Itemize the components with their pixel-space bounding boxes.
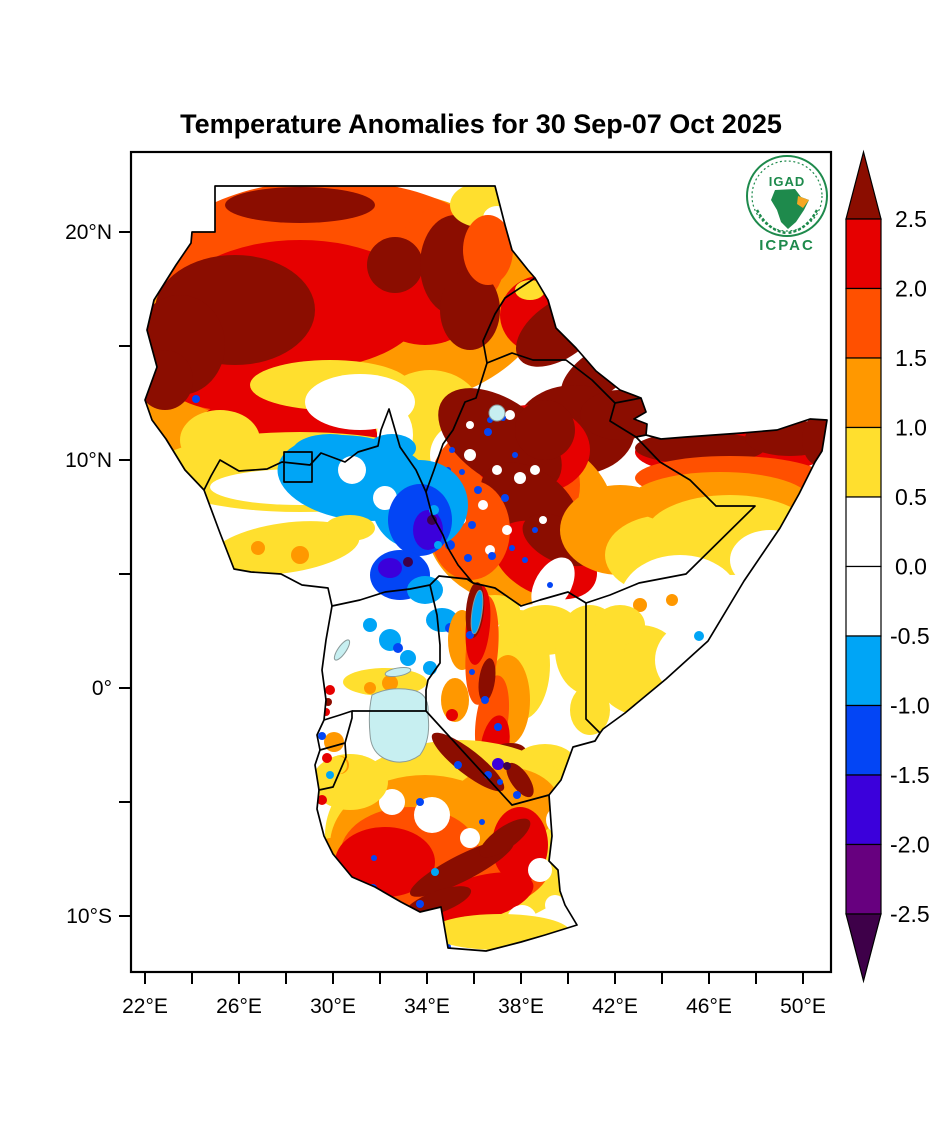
colorbar-segment [845, 565, 882, 637]
colorbar-label: -0.5 [890, 623, 930, 649]
africa-horn-highlight [797, 196, 809, 208]
colorbar-label: 0.5 [895, 484, 927, 510]
lake-albert [333, 639, 351, 661]
x-tick-label: 34°E [404, 995, 450, 1018]
colorbar-label: 0.0 [895, 554, 927, 580]
lake-turkana [470, 589, 484, 635]
colorbar-segment [845, 287, 882, 359]
colorbar: 2.5 2.0 1.5 1.0 0.5 0.0 -0.5 -1.0 -1.5 -… [845, 149, 930, 984]
page-title: Temperature Anomalies for 30 Sep-07 Oct … [180, 109, 782, 139]
y-tick-label: 20°N [65, 221, 112, 244]
colorbar-label: -1.0 [890, 693, 930, 719]
colorbar-segment [845, 704, 882, 776]
laurel-right-icon [786, 209, 819, 235]
x-tick-label: 42°E [592, 995, 638, 1018]
lake-tana [488, 404, 506, 422]
x-axis-ticks [144, 972, 804, 984]
x-tick-label: 50°E [780, 995, 826, 1018]
x-tick-label: 38°E [498, 995, 544, 1018]
colorbar-label: 2.0 [895, 276, 927, 302]
logo-org-text: IGAD [769, 174, 806, 189]
colorbar-segment [845, 774, 882, 846]
logo-ring-text [751, 160, 823, 232]
x-axis: 22°E 26°E 30°E 34°E 38°E 42°E 46°E 50°E [122, 972, 826, 1018]
y-tick-label: 10°N [65, 449, 112, 472]
x-tick-label: 46°E [686, 995, 732, 1018]
y-axis: 20°N 10°N 0° 10°S [65, 221, 131, 928]
colorbar-segment [845, 218, 882, 290]
x-tick-label: 22°E [122, 995, 168, 1018]
colorbar-segment [845, 426, 882, 498]
y-tick-label: 0° [92, 677, 112, 700]
anomaly-field [145, 186, 827, 951]
lake-kyoga [384, 666, 412, 678]
colorbar-label: -1.5 [890, 762, 930, 788]
country-borders [144, 185, 828, 952]
colorbar-label: -2.0 [890, 832, 930, 858]
colorbar-segment [845, 635, 882, 707]
colorbar-segment [845, 357, 882, 429]
y-axis-ticks [119, 231, 131, 917]
y-tick-label: 10°S [66, 905, 112, 928]
x-tick-label: 26°E [216, 995, 262, 1018]
abyei-box [283, 451, 313, 483]
colorbar-bottom-arrow [845, 913, 882, 984]
igad-icpac-logo: IGAD ICPAC [746, 155, 828, 254]
logo-acronym-text: ICPAC [759, 237, 815, 254]
colorbar-top-arrow [845, 149, 882, 220]
x-tick-label: 30°E [310, 995, 356, 1018]
colorbar-segment [845, 496, 882, 568]
colorbar-label: 1.0 [895, 415, 927, 441]
colorbar-label: 2.5 [895, 206, 927, 232]
colorbar-label: -2.5 [890, 901, 930, 927]
map-frame [129, 150, 833, 974]
colorbar-label: 1.5 [895, 345, 927, 371]
colorbar-segment [845, 843, 882, 915]
laurel-left-icon [755, 209, 788, 235]
lakes [333, 404, 506, 763]
lake-victoria [368, 688, 430, 763]
